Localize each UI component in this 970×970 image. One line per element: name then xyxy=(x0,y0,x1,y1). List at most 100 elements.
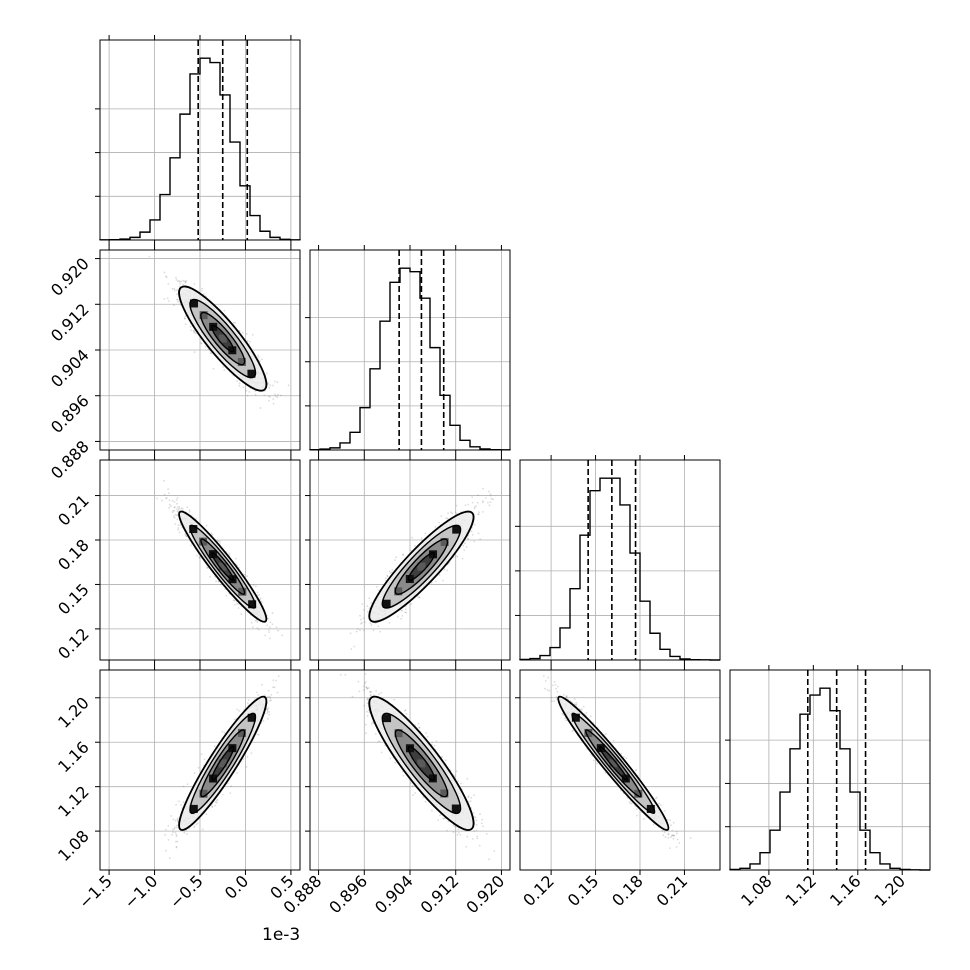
scatter-point xyxy=(228,552,231,555)
scatter-point xyxy=(248,391,251,393)
scatter-point xyxy=(198,556,201,559)
scatter-point xyxy=(184,280,187,283)
scatter-point xyxy=(212,367,215,370)
scatter-point xyxy=(171,499,174,502)
scatter-point xyxy=(209,352,212,355)
scatter-point xyxy=(173,288,176,290)
scatter-point xyxy=(193,330,195,333)
scatter-point xyxy=(246,394,249,397)
scatter-point xyxy=(184,323,187,326)
scatter-point xyxy=(178,280,180,282)
scatter-point xyxy=(176,502,178,505)
scatter-point xyxy=(177,300,180,303)
scatter-point xyxy=(241,331,244,334)
scatter-point xyxy=(173,506,176,508)
scatter-point xyxy=(269,626,271,629)
scatter-point xyxy=(217,580,220,583)
scatter-point xyxy=(178,531,181,534)
scatter-point xyxy=(184,315,187,317)
scatter-point xyxy=(280,394,282,397)
scatter-point xyxy=(168,300,170,302)
scatter-point xyxy=(277,629,279,632)
contour-line xyxy=(189,298,257,379)
scatter-point xyxy=(220,583,222,586)
scatter-point xyxy=(223,309,226,312)
scatter-point xyxy=(173,509,176,512)
scatter-point xyxy=(174,289,176,292)
scatter-point xyxy=(268,395,270,397)
scatter-point xyxy=(193,351,196,354)
scatter-point xyxy=(272,384,274,387)
scatter-point xyxy=(184,534,187,537)
scatter-point xyxy=(176,298,178,301)
scatter-point xyxy=(256,621,259,624)
scatter-point xyxy=(222,366,224,368)
scatter-point xyxy=(161,499,163,502)
scatter-point xyxy=(177,280,179,282)
scatter-point xyxy=(180,507,183,510)
scatter-point xyxy=(190,329,192,332)
scatter-point xyxy=(259,407,262,409)
scatter-point xyxy=(250,621,253,624)
scatter-point xyxy=(165,276,168,279)
scatter-point xyxy=(248,343,251,345)
scatter-point xyxy=(263,394,266,397)
scatter-point xyxy=(234,603,236,606)
scatter-point xyxy=(177,524,180,526)
scatter-point xyxy=(215,580,217,583)
scatter-point xyxy=(257,354,259,357)
scatter-point xyxy=(183,280,186,283)
scatter-point xyxy=(189,325,192,328)
scatter-point xyxy=(168,503,171,506)
scatter-point xyxy=(238,382,241,385)
density-cell xyxy=(228,346,237,355)
scatter-point xyxy=(234,322,237,324)
scatter-point xyxy=(177,528,179,531)
scatter-point xyxy=(219,540,222,543)
scatter-point xyxy=(179,282,182,285)
scatter-point xyxy=(179,524,182,526)
scatter-point xyxy=(254,619,257,622)
scatter-point xyxy=(186,506,189,509)
histogram-step xyxy=(99,57,301,241)
scatter-point xyxy=(275,626,278,628)
scatter-point xyxy=(185,280,187,282)
scatter-point xyxy=(168,506,171,509)
scatter-point xyxy=(193,331,196,334)
scatter-point xyxy=(183,317,186,320)
scatter-point xyxy=(176,293,178,296)
scatter-point xyxy=(274,395,277,398)
scatter-point xyxy=(201,287,203,290)
scatter-point xyxy=(173,501,176,503)
scatter-point xyxy=(243,573,246,576)
scatter-point xyxy=(173,506,176,509)
scatter-point xyxy=(171,511,174,514)
scatter-point xyxy=(272,402,275,405)
scatter-point xyxy=(176,510,179,513)
scatter-point xyxy=(198,556,201,559)
scatter-point xyxy=(176,518,179,521)
scatter-point xyxy=(276,396,279,399)
scatter-point xyxy=(245,332,248,335)
scatter-point xyxy=(268,631,271,633)
scatter-point xyxy=(176,496,179,499)
scatter-point xyxy=(182,283,184,286)
scatter-point xyxy=(205,524,208,527)
scatter-point xyxy=(163,271,166,274)
scatter-point xyxy=(264,634,267,637)
scatter-point xyxy=(249,340,252,343)
scatter-point xyxy=(184,533,187,536)
scatter-point xyxy=(196,554,198,557)
scatter-point xyxy=(246,575,249,578)
scatter-point xyxy=(194,332,197,335)
scatter-point xyxy=(269,637,271,640)
scatter-point xyxy=(176,298,179,301)
panel-frame xyxy=(729,669,931,871)
scatter-point xyxy=(193,283,196,285)
scatter-point xyxy=(232,599,235,601)
scatter-point xyxy=(217,540,220,543)
scatter-point xyxy=(256,591,259,594)
density-cell xyxy=(199,311,208,320)
scatter-point xyxy=(236,602,238,605)
